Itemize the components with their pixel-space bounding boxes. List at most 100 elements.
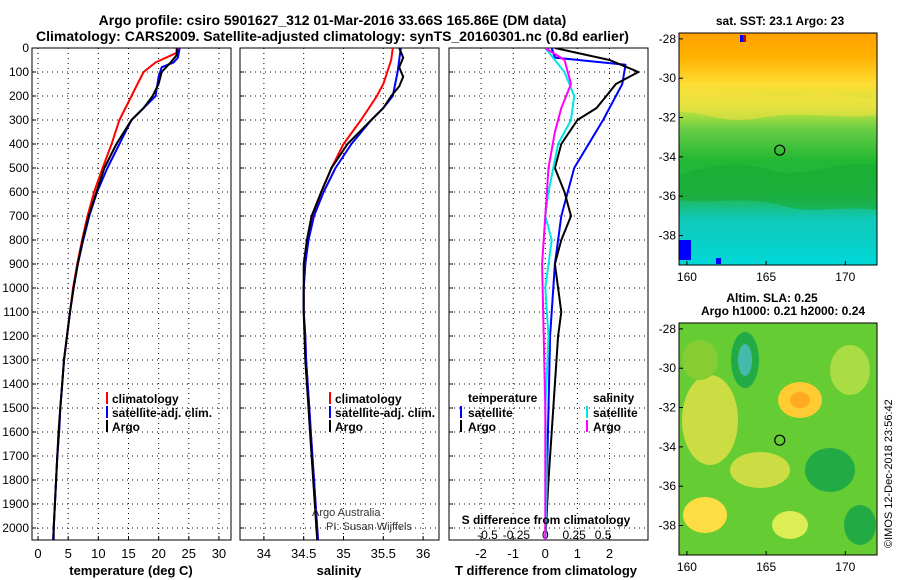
temperature-profiles	[52, 48, 181, 540]
sla-feature	[790, 392, 810, 408]
sla-feature	[844, 505, 876, 545]
legend-label-climatology: climatology	[335, 392, 402, 406]
x-tick-label: 0	[34, 546, 41, 561]
profile-line	[544, 48, 640, 540]
legend-label-argo: Argo	[112, 420, 140, 434]
depth-tick-label: 1400	[2, 377, 29, 391]
sst-map	[678, 32, 878, 266]
legend-title-salinity: salinity	[593, 391, 635, 405]
salinity-grid	[240, 47, 439, 540]
depth-tick-label: 100	[9, 65, 29, 79]
sla-map	[678, 322, 878, 556]
credit-line1: Argo Australia	[312, 507, 381, 519]
temperature-tick-labels: 0 5 10 15 20 25 30	[34, 546, 226, 561]
sst-field	[679, 33, 877, 265]
difference-legend: temperature satellite Argo salinity sate…	[460, 391, 638, 434]
figure-title-line1: Argo profile: csiro 5901627_312 01-Mar-2…	[98, 12, 567, 28]
sla-feature	[738, 344, 752, 376]
map-y-tick-label: -36	[659, 479, 677, 493]
legend-label-s-satellite: satellite	[593, 406, 638, 420]
map-y-tick-label: -28	[659, 32, 677, 46]
argo-float-marker	[774, 434, 786, 446]
difference-grid	[449, 47, 648, 540]
salinity-profiles	[302, 48, 405, 540]
depth-tick-label: 500	[9, 161, 29, 175]
s-tick-label: -0.25	[503, 528, 531, 542]
salinity-axis-label: salinity	[317, 563, 363, 578]
sla-feature	[730, 452, 790, 488]
sla-map-frame	[678, 322, 878, 556]
map-x-tick-label: 165	[756, 270, 776, 284]
map-y-tick-label: -32	[659, 401, 677, 415]
sla-feature	[772, 511, 808, 539]
map-y-tick-label: -28	[659, 322, 677, 336]
depth-tick-label: 1000	[2, 281, 29, 295]
x-tick-label: 34.5	[291, 546, 316, 561]
depth-tick-label: 1900	[2, 497, 29, 511]
salinity-panel-frame	[239, 47, 440, 541]
sla-feature	[682, 340, 718, 380]
sla-map-ticks: 160 165 170 -28 -30 -32 -34 -36 -38	[659, 322, 856, 574]
legend-title-temperature: temperature	[468, 391, 538, 405]
map-y-tick-label: -30	[659, 361, 677, 375]
x-tick-label: 34	[257, 546, 271, 561]
depth-tick-label: 900	[9, 257, 29, 271]
temperature-grid	[32, 47, 231, 540]
x-tick-label: 30	[212, 546, 226, 561]
depth-tick-label: 1500	[2, 401, 29, 415]
imos-watermark: ©IMOS 12-Dec-2018 23:56:42	[883, 399, 895, 548]
depth-tick-label: 0	[22, 41, 29, 55]
sst-map-frame	[678, 32, 878, 266]
profile-line	[52, 48, 178, 540]
map-x-tick-label: 160	[677, 270, 697, 284]
difference-panel-frame	[448, 47, 649, 541]
profile-line	[302, 48, 402, 540]
legend-label-argo: Argo	[335, 420, 363, 434]
x-tick-label: 1	[574, 546, 581, 561]
legend-label-satellite: satellite-adj. clim.	[112, 406, 212, 420]
sst-blue-speck2	[716, 258, 721, 264]
map-x-tick-label: 160	[677, 560, 697, 574]
legend-label-climatology: climatology	[112, 392, 179, 406]
sst-blue-patch	[679, 240, 691, 260]
x-tick-label: 36	[416, 546, 430, 561]
legend-label-s-argo: Argo	[593, 420, 621, 434]
map-y-tick-label: -38	[659, 519, 677, 533]
x-tick-label: 5	[65, 546, 72, 561]
map-y-tick-label: -34	[659, 150, 677, 164]
temperature-axis-label: temperature (deg C)	[69, 563, 193, 578]
depth-tick-labels: 0 100 200 300 400 500 600 700 800 900 1000 1100 1200…	[2, 41, 29, 535]
depth-tick-label: 1200	[2, 329, 29, 343]
sla-feature	[682, 375, 738, 465]
s-difference-tick-labels: -0.5 -0.25 0 0.25 0.5	[477, 528, 612, 542]
x-tick-label: 0	[542, 546, 549, 561]
t-difference-tick-labels: -2 -1 0 1 2	[475, 546, 613, 561]
profile-line	[302, 48, 394, 540]
profile-line	[541, 48, 572, 540]
temperature-panel-frame	[31, 47, 232, 541]
depth-tick-label: 800	[9, 233, 29, 247]
map-y-tick-label: -32	[659, 111, 677, 125]
depth-tick-label: 400	[9, 137, 29, 151]
x-tick-label: 35	[336, 546, 350, 561]
depth-tick-label: 700	[9, 209, 29, 223]
x-tick-label: -1	[507, 546, 519, 561]
salinity-tick-labels: 34 34.5 35 35.5 36	[257, 546, 431, 561]
figure-title-line2: Climatology: CARS2009. Satellite-adjuste…	[36, 28, 629, 44]
x-tick-label: 2	[606, 546, 613, 561]
depth-tick-label: 1300	[2, 353, 29, 367]
map-x-tick-label: 170	[835, 270, 855, 284]
difference-profiles	[541, 48, 640, 540]
x-tick-label: 10	[91, 546, 105, 561]
sst-red-speck	[743, 35, 746, 42]
temperature-legend: climatology satellite-adj. clim. Argo	[106, 392, 212, 434]
sst-map-ticks: 160 165 170 -28 -30 -32 -34 -36 -38	[659, 32, 856, 284]
sla-map-title-line1: Altim. SLA: 0.25	[726, 291, 818, 305]
map-y-tick-label: -34	[659, 440, 677, 454]
depth-tick-label: 2000	[2, 521, 29, 535]
s-difference-axis-label: S difference from climatology	[462, 513, 631, 527]
sst-cool-band	[679, 164, 877, 210]
sla-feature	[683, 497, 727, 533]
t-difference-axis-label: T difference from climatology	[455, 563, 638, 578]
